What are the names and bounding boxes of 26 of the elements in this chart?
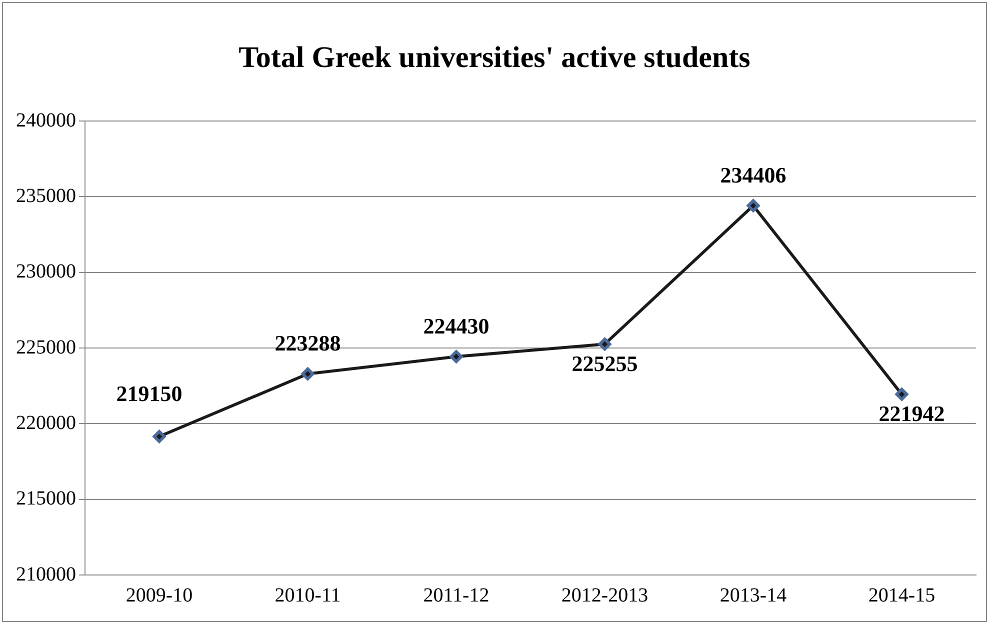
x-tick-label: 2012-2013 <box>561 584 648 606</box>
point <box>746 199 760 212</box>
data-label: 234406 <box>720 162 786 188</box>
data-label: 219150 <box>116 381 182 406</box>
data-label: 224430 <box>423 313 490 338</box>
x-tick-label: 2009-10 <box>126 584 193 606</box>
point <box>450 350 463 364</box>
x-tick-label: 2013-14 <box>720 584 787 606</box>
point <box>301 367 314 380</box>
point <box>895 388 908 401</box>
data-label: 221942 <box>878 400 945 426</box>
y-tick-label: 225000 <box>16 336 76 358</box>
y-tick-label: 215000 <box>16 488 76 510</box>
chart-title: Total Greek universities' active students <box>238 40 750 74</box>
y-tick-label: 235000 <box>16 184 76 207</box>
y-tick-label: 230000 <box>16 260 76 283</box>
x-tick-label: 2014-15 <box>868 584 936 606</box>
y-tick-label: 210000 <box>16 563 76 586</box>
data-label: 225255 <box>572 350 638 376</box>
point <box>152 430 166 444</box>
point <box>598 338 612 351</box>
x-tick-label: 2011-12 <box>423 584 490 606</box>
x-tick-label: 2010-11 <box>274 584 341 606</box>
y-tick-label: 240000 <box>16 109 76 132</box>
y-tick-label: 220000 <box>16 412 76 434</box>
data-label: 223288 <box>274 330 341 356</box>
